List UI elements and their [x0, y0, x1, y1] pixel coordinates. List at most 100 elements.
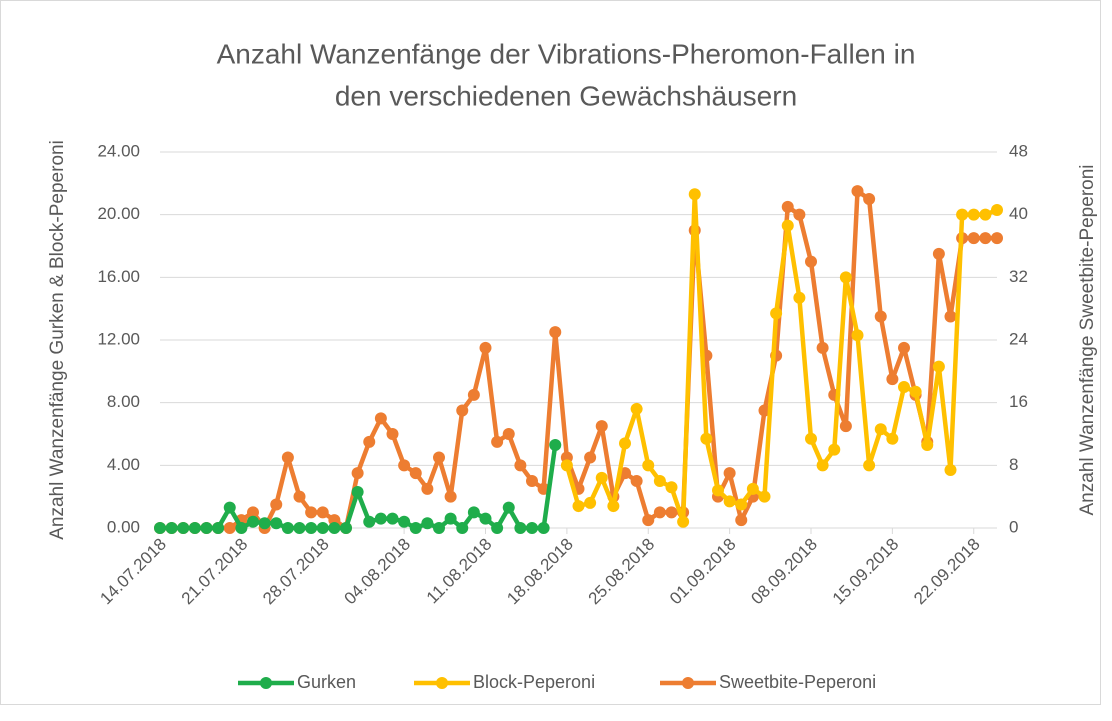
series-marker — [967, 232, 980, 245]
y2-tick-label: 40 — [1009, 204, 1028, 223]
legend-marker — [260, 677, 272, 689]
series-marker — [316, 506, 329, 519]
series-marker — [944, 310, 957, 323]
series-marker — [247, 506, 259, 519]
series-marker — [502, 501, 515, 514]
y2-tick-label: 16 — [1009, 392, 1028, 411]
series-marker — [991, 203, 1003, 216]
series-marker — [781, 200, 794, 213]
series-marker — [421, 482, 434, 495]
legend-marker — [682, 677, 694, 689]
y2-axis-label: Anzahl Wanzenfänge Sweetbite-Peperoni — [1077, 164, 1098, 515]
series-marker — [886, 373, 899, 386]
y-tick-label: 12.00 — [97, 329, 140, 348]
series-marker — [491, 522, 504, 534]
series-marker — [223, 501, 236, 514]
series-marker — [979, 232, 992, 245]
series-marker — [479, 341, 492, 354]
series-line — [564, 192, 998, 524]
series-marker — [944, 464, 957, 477]
series-marker — [665, 481, 678, 494]
legend-label: Sweetbite-Peperoni — [719, 672, 876, 692]
y2-tick-label: 8 — [1009, 455, 1018, 474]
series-marker — [630, 475, 643, 487]
series-marker — [863, 193, 876, 205]
series-marker — [839, 420, 852, 433]
series-marker — [781, 219, 794, 232]
series-marker — [444, 512, 457, 525]
series-marker — [874, 423, 887, 436]
series-marker — [212, 522, 225, 534]
series-marker — [305, 506, 318, 519]
series-marker — [526, 475, 538, 487]
series-marker — [398, 515, 411, 528]
series-marker — [956, 208, 969, 221]
y-tick-label: 24.00 — [97, 141, 140, 160]
series-marker — [758, 404, 771, 417]
series-marker — [293, 522, 306, 534]
series-marker — [223, 522, 236, 534]
y-tick-label: 16.00 — [97, 267, 140, 286]
series-marker — [281, 522, 294, 534]
series-marker — [386, 428, 399, 440]
series-marker — [456, 522, 469, 534]
series-marker — [758, 490, 771, 503]
series-marker — [560, 459, 573, 472]
series-marker — [723, 467, 736, 480]
series-marker — [165, 522, 178, 534]
series-marker — [735, 498, 748, 511]
series-marker — [677, 515, 690, 528]
legend-marker — [436, 677, 448, 689]
series-marker — [374, 412, 387, 425]
series-marker — [363, 515, 376, 528]
series-marker — [770, 307, 783, 320]
series-marker — [572, 500, 585, 513]
series-marker — [456, 404, 469, 417]
series-marker — [270, 498, 283, 511]
chart-frame — [0, 0, 1101, 705]
y2-tick-label: 48 — [1009, 141, 1028, 160]
y-tick-label: 20.00 — [97, 204, 140, 223]
series-marker — [607, 500, 620, 513]
series-marker — [502, 428, 515, 440]
series-marker — [898, 381, 910, 393]
series-marker — [642, 514, 655, 527]
legend-label: Block-Peperoni — [473, 672, 595, 692]
series-marker — [549, 438, 562, 451]
series-marker — [793, 291, 806, 304]
series-marker — [514, 459, 527, 472]
series-marker — [409, 522, 422, 534]
series-marker — [235, 522, 248, 534]
series-marker — [514, 522, 527, 534]
series-marker — [851, 329, 864, 342]
series-marker — [723, 495, 736, 508]
series-marker — [398, 459, 411, 472]
series-marker — [863, 459, 876, 472]
y-axis-label: Anzahl Wanzenfänge Gurken & Block-Pepero… — [47, 140, 68, 540]
series-marker — [386, 512, 399, 525]
y-tick-label: 0.00 — [107, 517, 140, 536]
series-marker — [735, 514, 748, 527]
series-marker — [619, 437, 631, 450]
series-marker — [328, 522, 341, 534]
series-marker — [247, 515, 259, 528]
series-marker — [351, 485, 364, 498]
series-marker — [851, 185, 864, 198]
series-marker — [467, 506, 480, 519]
series-marker — [258, 517, 271, 530]
series-marker — [351, 467, 364, 480]
y-tick-label: 8.00 — [107, 392, 140, 411]
series-marker — [886, 432, 899, 445]
series-marker — [793, 208, 806, 221]
chart-title: den verschiedenen Gewächshäusern — [335, 80, 797, 111]
series-marker — [688, 188, 701, 201]
series-marker — [991, 232, 1003, 245]
series-marker — [584, 496, 597, 509]
series-marker — [188, 522, 201, 534]
series-marker — [909, 385, 922, 398]
series-marker — [374, 512, 387, 525]
series-marker — [200, 522, 213, 534]
series-marker — [444, 490, 457, 503]
series-marker — [979, 208, 992, 221]
